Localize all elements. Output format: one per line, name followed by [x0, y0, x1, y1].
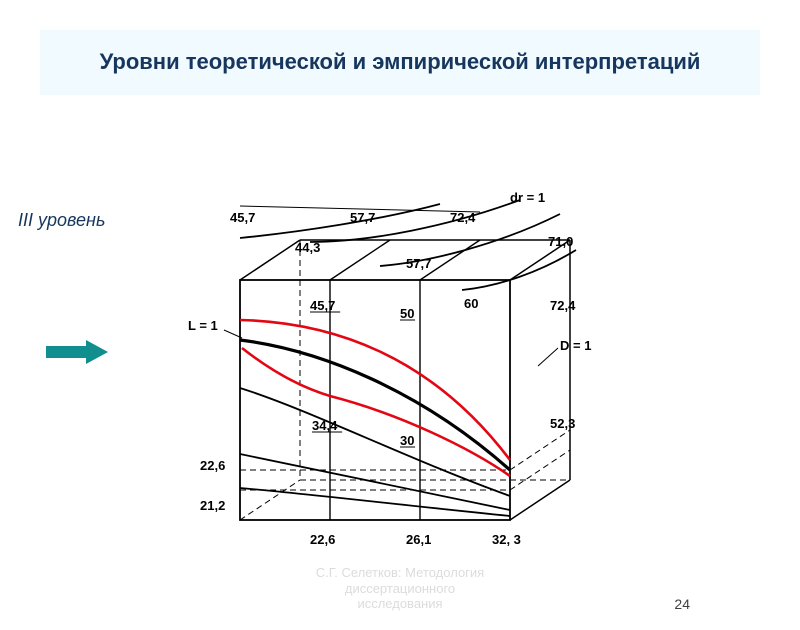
- svg-text:21,2: 21,2: [200, 498, 225, 513]
- svg-text:60: 60: [464, 296, 478, 311]
- svg-text:50: 50: [400, 306, 414, 321]
- svg-text:34,4: 34,4: [312, 418, 338, 433]
- svg-text:52,3: 52,3: [550, 416, 575, 431]
- svg-text:26,1: 26,1: [406, 532, 431, 547]
- svg-text:45,7: 45,7: [230, 210, 255, 225]
- svg-text:72,4: 72,4: [550, 298, 576, 313]
- svg-text:57,7: 57,7: [406, 256, 431, 271]
- svg-text:72,4: 72,4: [450, 210, 476, 225]
- svg-text:dr = 1: dr = 1: [510, 190, 545, 205]
- svg-text:L = 1: L = 1: [188, 318, 218, 333]
- svg-text:22,6: 22,6: [200, 458, 225, 473]
- svg-text:32, 3: 32, 3: [492, 532, 521, 547]
- svg-text:44,3: 44,3: [295, 240, 320, 255]
- svg-text:57,7: 57,7: [350, 210, 375, 225]
- svg-text:45,7: 45,7: [310, 298, 335, 313]
- arrow-right-icon: [46, 340, 108, 369]
- level-label: III уровень: [18, 210, 105, 231]
- cube-diagram: dr = 1 L = 1 D = 1 45,7 57,7 72,4 71,0 44,3 57,7…: [180, 190, 610, 565]
- svg-text:71,0: 71,0: [548, 234, 573, 249]
- svg-text:30: 30: [400, 433, 414, 448]
- page-title: Уровни теоретической и эмпирической инте…: [50, 48, 750, 77]
- title-band: Уровни теоретической и эмпирической инте…: [40, 30, 760, 95]
- svg-text:22,6: 22,6: [310, 532, 335, 547]
- page-number: 24: [674, 596, 690, 612]
- svg-text:D = 1: D = 1: [560, 338, 591, 353]
